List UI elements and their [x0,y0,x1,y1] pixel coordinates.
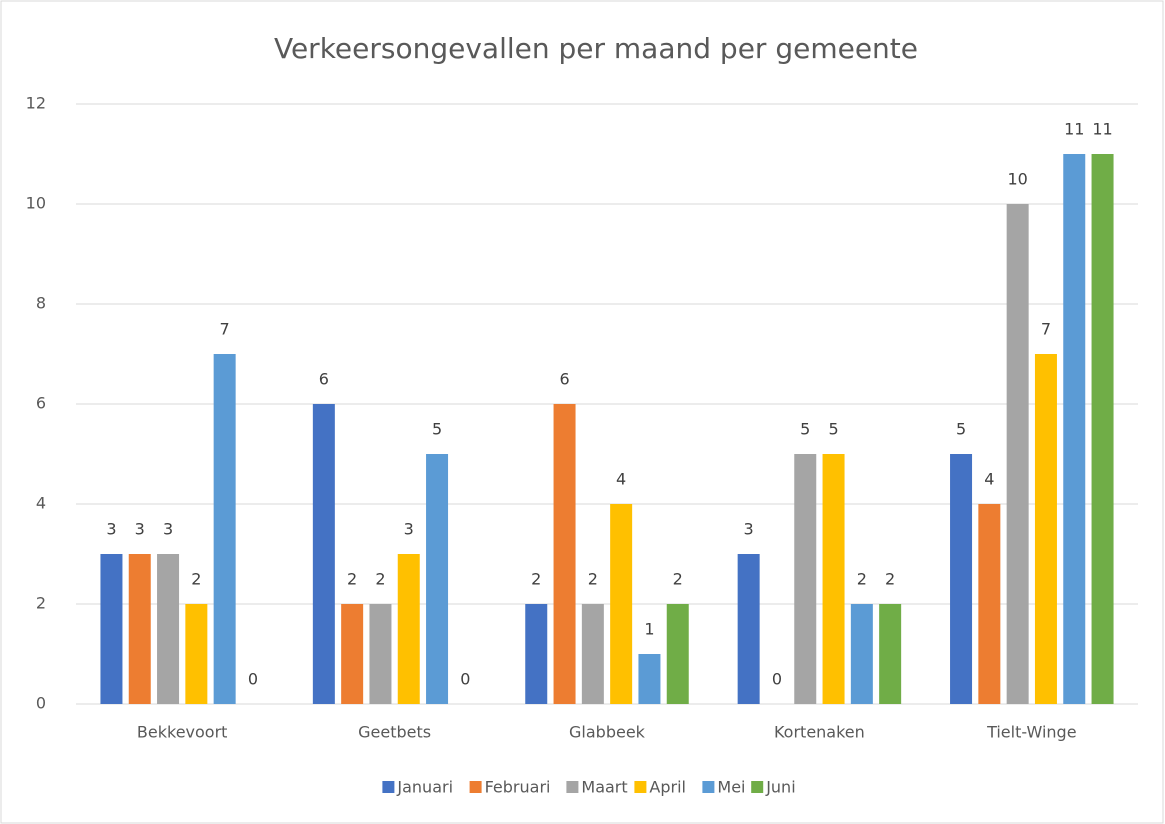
bar [100,554,123,704]
data-label: 3 [163,520,173,539]
y-tick-label: 2 [36,594,46,613]
legend-swatch [382,781,395,793]
bar [822,454,845,704]
legend-swatch [702,781,715,793]
bar [185,604,208,704]
data-label: 11 [1064,120,1084,139]
data-label: 2 [673,570,683,589]
data-label: 4 [616,470,626,489]
bar [426,454,449,704]
data-label: 0 [248,670,258,689]
data-label: 2 [588,570,598,589]
data-label: 3 [744,520,754,539]
bar [213,354,236,704]
bar [794,454,817,704]
bar [581,604,604,704]
bar [950,454,973,704]
data-label: 11 [1092,120,1112,139]
y-tick-label: 0 [36,694,46,713]
legend-swatch [634,781,647,793]
data-label: 2 [857,570,867,589]
legend-label: Februari [485,778,551,797]
bar [312,404,335,704]
legend-label: Januari [396,778,453,797]
bar [737,554,760,704]
data-label: 3 [135,520,145,539]
bar [638,654,661,704]
data-label: 10 [1007,170,1027,189]
data-label: 3 [106,520,116,539]
bar [397,554,420,704]
x-tick-label: Geetbets [358,723,431,742]
data-label: 1 [644,620,654,639]
chart-title: Verkeersongevallen per maand per gemeent… [274,32,918,65]
data-label: 7 [220,320,230,339]
bar [666,604,689,704]
bar [1063,154,1086,704]
data-label: 4 [984,470,994,489]
bar [128,554,151,704]
data-label: 0 [460,670,470,689]
legend-swatch [469,781,482,793]
bar [341,604,364,704]
bar [157,554,180,704]
x-tick-label: Tielt-Winge [986,723,1076,742]
data-label: 7 [1041,320,1051,339]
bar [525,604,548,704]
data-label: 2 [347,570,357,589]
data-label: 2 [885,570,895,589]
data-label: 0 [772,670,782,689]
legend-label: Maart [581,778,627,797]
legend-label: Juni [765,778,795,797]
x-tick-label: Kortenaken [774,723,865,742]
x-tick-label: Glabbeek [569,723,646,742]
legend-label: April [649,778,686,797]
bar [1006,204,1029,704]
bar [553,404,576,704]
bar [978,504,1001,704]
bar [369,604,392,704]
data-label: 2 [375,570,385,589]
y-tick-label: 10 [26,194,46,213]
legend-swatch [566,781,579,793]
data-label: 5 [432,420,442,439]
data-label: 5 [956,420,966,439]
bar [610,504,633,704]
data-label: 6 [319,370,329,389]
y-tick-label: 8 [36,294,46,313]
legend-swatch [751,781,764,793]
data-label: 2 [531,570,541,589]
bar [1091,154,1114,704]
x-tick-label: Bekkevoort [137,723,228,742]
data-label: 5 [800,420,810,439]
data-label: 6 [559,370,569,389]
bar [1034,354,1057,704]
y-tick-label: 6 [36,394,46,413]
data-label: 2 [191,570,201,589]
legend-label: Mei [717,778,745,797]
data-label: 3 [404,520,414,539]
bar [879,604,902,704]
data-label: 5 [828,420,838,439]
y-tick-label: 12 [26,94,46,113]
y-tick-label: 4 [36,494,46,513]
bar [850,604,873,704]
